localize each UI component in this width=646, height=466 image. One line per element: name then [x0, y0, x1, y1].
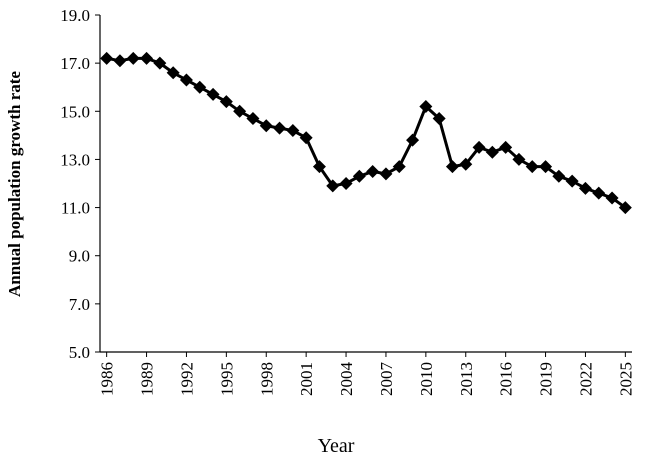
y-tick-label: 5.0	[69, 343, 90, 362]
marker	[140, 51, 154, 65]
marker	[565, 174, 579, 188]
y-tick-label: 15.0	[60, 102, 90, 121]
marker	[339, 177, 353, 190]
y-tick-label: 9.0	[69, 247, 90, 266]
marker	[432, 112, 446, 126]
marker	[485, 145, 499, 159]
marker	[592, 186, 606, 200]
y-tick-label: 13.0	[60, 150, 90, 169]
marker	[179, 73, 193, 87]
x-tick-label: 2013	[457, 362, 476, 396]
x-axis-title: Year	[318, 435, 355, 457]
marker	[273, 121, 287, 135]
marker	[246, 112, 260, 126]
y-tick-label: 7.0	[69, 295, 90, 314]
marker	[525, 160, 539, 174]
marker	[286, 124, 300, 138]
marker	[352, 169, 366, 183]
x-tick-label: 2010	[417, 362, 436, 396]
marker	[206, 87, 220, 101]
x-tick-label: 2019	[537, 362, 556, 396]
y-tick-label: 11.0	[61, 199, 90, 218]
x-tick-label: 1995	[217, 362, 236, 396]
marker	[618, 201, 632, 215]
x-tick-label: 2001	[297, 362, 316, 396]
line	[106, 56, 627, 209]
marker	[366, 164, 380, 178]
x-tick-label: 2022	[576, 362, 595, 396]
x-tick-label: 1986	[98, 362, 117, 396]
marker	[312, 160, 326, 174]
marker	[406, 133, 420, 147]
x-tick-label: 1992	[177, 362, 196, 396]
marker	[578, 181, 592, 195]
x-tick-label: 1998	[257, 362, 276, 396]
marker	[233, 104, 247, 118]
marker	[193, 80, 207, 94]
marker	[605, 191, 619, 205]
x-tick-label: 2025	[616, 362, 635, 396]
marker	[392, 160, 406, 174]
x-tick-label: 2016	[497, 362, 516, 396]
marker	[419, 99, 433, 113]
marker	[113, 54, 127, 68]
marker	[126, 51, 140, 65]
marker	[379, 167, 393, 181]
marker	[445, 160, 459, 174]
y-axis-title: Annual population growth rate	[5, 71, 24, 297]
marker	[552, 169, 566, 183]
marker	[512, 152, 526, 166]
marker	[472, 140, 486, 154]
marker	[166, 66, 180, 80]
x-tick-label: 1989	[138, 362, 157, 396]
marker	[299, 131, 313, 145]
marker	[326, 179, 340, 193]
marker	[219, 95, 233, 109]
marker	[259, 119, 273, 133]
marker	[100, 51, 114, 65]
marker	[539, 160, 553, 174]
y-tick-label: 19.0	[60, 6, 90, 25]
marker	[499, 140, 513, 154]
marker	[153, 56, 167, 70]
marker	[459, 157, 473, 171]
x-tick-label: 2007	[377, 362, 396, 397]
x-tick-label: 2004	[337, 362, 356, 397]
y-tick-label: 17.0	[60, 54, 90, 73]
